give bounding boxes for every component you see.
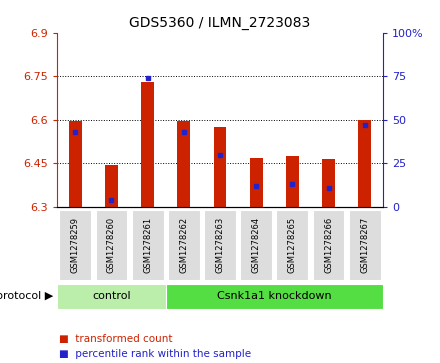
Text: control: control [92,291,131,301]
Text: GSM1278264: GSM1278264 [252,217,260,273]
Title: GDS5360 / ILMN_2723083: GDS5360 / ILMN_2723083 [129,16,311,30]
Bar [286,156,299,207]
Text: GSM1278267: GSM1278267 [360,217,369,273]
Bar [204,210,236,280]
Text: GSM1278263: GSM1278263 [216,217,224,273]
Text: Csnk1a1 knockdown: Csnk1a1 knockdown [217,291,332,301]
Bar [312,210,345,280]
Bar [57,284,166,309]
Bar [95,210,128,280]
Bar [322,159,335,207]
Bar [250,158,263,207]
Text: GSM1278259: GSM1278259 [71,217,80,273]
Text: GSM1278262: GSM1278262 [180,217,188,273]
Bar [276,210,308,280]
Bar [214,127,226,207]
Text: protocol ▶: protocol ▶ [0,291,53,301]
Bar [132,210,164,280]
Bar [349,210,381,280]
Text: GSM1278266: GSM1278266 [324,217,333,273]
Bar [168,210,200,280]
Bar [240,210,272,280]
Text: ■  percentile rank within the sample: ■ percentile rank within the sample [59,349,252,359]
Bar [166,284,383,309]
Bar [59,210,91,280]
Text: GSM1278265: GSM1278265 [288,217,297,273]
Bar [105,165,118,207]
Text: GSM1278261: GSM1278261 [143,217,152,273]
Bar [359,120,371,207]
Bar [69,121,82,207]
Text: ■  transformed count: ■ transformed count [59,334,173,344]
Bar [141,82,154,207]
Bar [177,121,190,207]
Text: GSM1278260: GSM1278260 [107,217,116,273]
